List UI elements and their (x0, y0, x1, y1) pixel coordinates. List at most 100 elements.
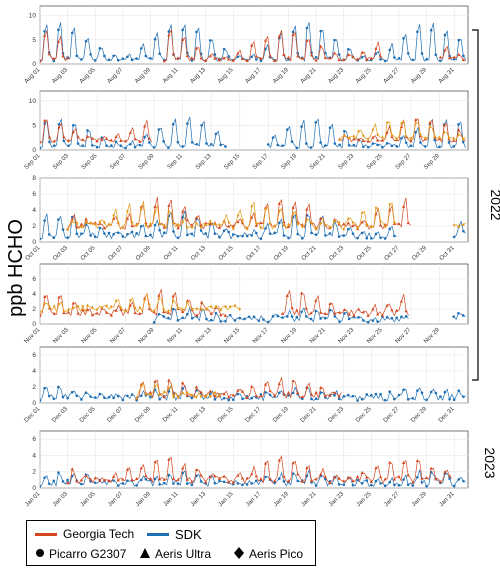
data-point-aeris-ultra (300, 479, 304, 483)
data-point-aeris-ultra (328, 56, 332, 60)
x-tick-label: Jan 03 (52, 491, 69, 508)
data-point-aeris-pico (91, 305, 94, 310)
data-point-aeris-ultra (304, 306, 308, 310)
data-point-aeris-pico (338, 137, 341, 142)
data-point-picarro (285, 315, 289, 318)
data-point-aeris-pico (80, 224, 83, 229)
data-point-aeris-ultra (75, 479, 79, 483)
data-point-picarro (129, 142, 132, 146)
data-point-aeris-ultra (190, 56, 194, 60)
data-point-aeris-pico (214, 304, 218, 309)
data-point-picarro (255, 231, 258, 235)
data-point-aeris-pico (181, 220, 184, 225)
data-point-picarro (342, 395, 346, 398)
data-point-picarro (423, 145, 427, 148)
data-point-picarro (425, 57, 428, 61)
data-point-picarro (416, 389, 419, 392)
data-point-aeris-ultra (217, 58, 222, 62)
data-point-aeris-ultra (277, 201, 281, 205)
data-point-picarro (287, 236, 290, 240)
data-point-aeris-ultra (254, 223, 258, 227)
data-point-picarro (366, 145, 370, 149)
data-point-aeris-ultra (351, 479, 355, 483)
data-point-aeris-pico (419, 133, 422, 137)
data-point-aeris-ultra (323, 311, 327, 315)
data-point-picarro (390, 316, 394, 320)
plot-marks (40, 289, 466, 324)
data-point-picarro (305, 474, 309, 478)
x-tick-label: Sep 29 (423, 153, 441, 171)
data-point-aeris-pico (75, 220, 79, 225)
data-point-picarro (338, 143, 341, 147)
data-point-picarro (162, 140, 165, 143)
data-point-picarro (93, 481, 97, 485)
plot-marks (40, 197, 466, 241)
x-tick-label: Nov 07 (109, 327, 127, 345)
data-point-aeris-ultra (43, 118, 47, 122)
x-tick-label: Dec 07 (107, 406, 125, 424)
data-point-aeris-ultra (268, 477, 272, 481)
x-tick-label: Sep 15 (223, 153, 241, 171)
data-point-picarro (362, 319, 365, 322)
data-point-picarro (40, 237, 42, 241)
y-tick-label: 2 (32, 469, 36, 476)
data-point-aeris-ultra (245, 58, 249, 62)
data-point-aeris-pico (176, 306, 180, 311)
data-point-picarro (462, 395, 465, 399)
data-point-aeris-ultra (406, 473, 410, 477)
data-point-aeris-ultra (282, 52, 286, 56)
data-point-aeris-pico (273, 224, 277, 228)
data-point-aeris-ultra (114, 308, 118, 312)
data-point-picarro (429, 390, 433, 394)
data-point-aeris-pico (195, 394, 198, 399)
data-point-aeris-ultra (199, 56, 203, 60)
data-point-aeris-ultra (62, 135, 66, 139)
data-point-aeris-pico (190, 393, 194, 397)
x-tick-label: Nov 21 (309, 327, 327, 345)
data-point-picarro (383, 484, 387, 488)
data-point-aeris-pico (347, 217, 350, 221)
data-point-aeris-ultra (128, 130, 132, 134)
data-point-aeris-pico (103, 220, 106, 225)
data-point-aeris-pico (133, 305, 137, 310)
data-point-picarro (352, 143, 356, 147)
data-point-picarro (305, 315, 308, 318)
data-point-picarro (406, 51, 410, 55)
x-tick-label: Oct 13 (190, 245, 207, 262)
data-point-picarro (219, 143, 223, 147)
data-point-aeris-pico (278, 209, 281, 213)
data-point-picarro (448, 477, 451, 480)
x-tick-label: Dec 23 (327, 406, 345, 424)
x-tick-label: Jan 25 (356, 491, 373, 508)
data-point-picarro (143, 135, 146, 139)
data-point-picarro (47, 482, 51, 485)
x-tick-label: Dec 01 (24, 406, 42, 424)
data-point-picarro (276, 143, 280, 147)
data-point-picarro (70, 31, 74, 35)
data-point-aeris-ultra (285, 293, 289, 297)
data-point-aeris-ultra (236, 220, 240, 224)
data-point-aeris-ultra (434, 477, 438, 481)
data-point-aeris-ultra (199, 473, 203, 477)
data-point-picarro (181, 316, 184, 320)
data-point-aeris-pico (114, 299, 118, 303)
data-point-aeris-ultra (66, 56, 70, 60)
data-point-aeris-ultra (319, 216, 323, 220)
data-point-aeris-ultra (204, 58, 208, 62)
data-point-picarro (204, 232, 207, 235)
data-point-aeris-ultra (190, 480, 194, 484)
data-point-aeris-ultra (300, 56, 304, 60)
data-point-aeris-pico (404, 134, 408, 138)
data-point-picarro (457, 38, 461, 42)
data-point-picarro (388, 227, 392, 231)
data-point-aeris-ultra (254, 394, 258, 398)
data-point-aeris-pico (333, 219, 336, 223)
x-tick-label: Jan 01 (24, 491, 41, 508)
data-point-aeris-pico (376, 132, 379, 137)
data-point-picarro (144, 477, 148, 481)
x-tick-label: Nov 11 (167, 327, 185, 345)
x-tick-label: Sep 17 (252, 153, 270, 171)
data-point-aeris-pico (100, 305, 104, 310)
data-point-picarro (52, 144, 56, 147)
data-point-aeris-ultra (213, 394, 217, 398)
